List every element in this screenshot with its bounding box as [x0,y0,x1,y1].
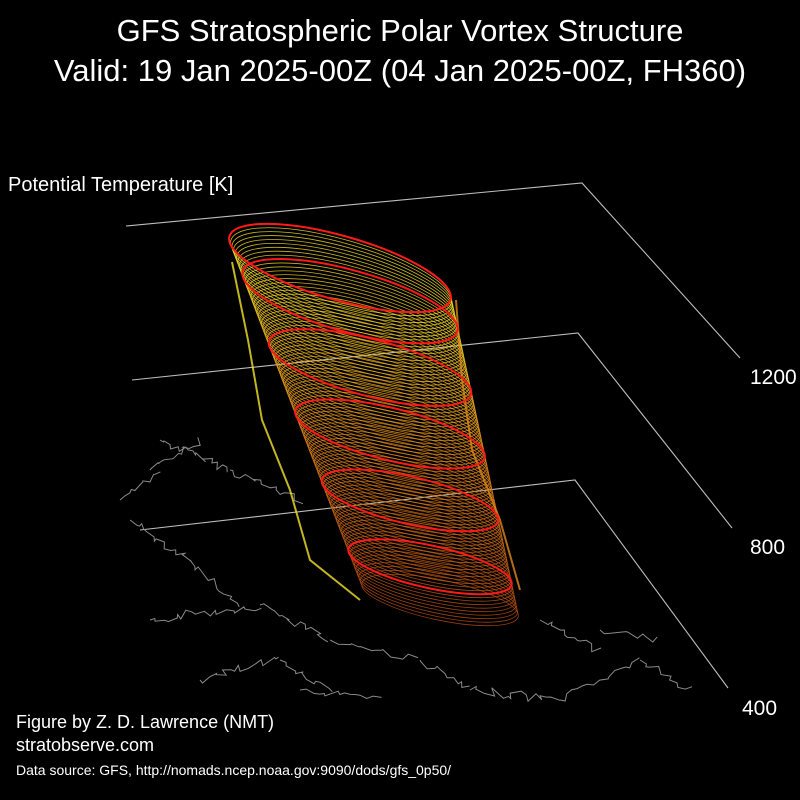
isosurface-contour [353,554,516,609]
coastline [539,619,602,653]
isosurface-contour [352,550,515,606]
isosurface-contour [231,231,453,320]
coastline [119,471,161,501]
coastline [149,437,201,471]
grid-line [131,332,733,529]
z-axis-label: Potential Temperature [K] [8,174,234,196]
isosurface-contour [252,285,464,369]
isosurface-contour [233,235,454,323]
z-tick-label: 400 [742,697,778,720]
isosurface-contour [274,344,475,421]
vortex-highlight-contours [228,222,513,596]
isosurface-contour [309,437,493,504]
chart-subtitle: Valid: 19 Jan 2025-00Z (04 Jan 2025-00Z,… [53,53,747,88]
coastline [129,519,192,563]
z-tick-label: 1200 [750,366,797,389]
coastline [419,659,470,688]
isosurface-contour [250,282,463,365]
coastline [229,469,304,505]
coastline [149,606,262,623]
highlight-contour [294,398,486,470]
isosurface-contour [258,301,467,382]
isosurface-contour [230,227,453,317]
coastline [599,629,658,643]
isosurface-contour [334,504,506,564]
isosurface-contour [269,332,473,410]
isosurface-contour [333,500,505,560]
isosurface-contour [308,434,492,501]
coastline [189,559,240,608]
isosurface-contour [336,507,507,567]
coastline [259,603,329,643]
isosurface-edge [455,299,521,591]
coastline [279,659,333,693]
vortex-isosurface [228,223,521,627]
highlight-contour [347,538,513,596]
coastline [159,439,228,473]
isosurface-contour [255,293,465,376]
isosurface-edge [231,261,361,601]
highlight-contour [320,468,500,533]
grid-line [125,182,741,359]
isosurface-contour [256,297,466,379]
isosurface-contour [249,278,462,362]
isosurface-contour [260,309,468,389]
coastline [559,657,640,702]
coastline [199,656,279,684]
z-tick-label: 800 [750,536,786,559]
isosurface-contour [327,484,502,546]
isosurface-contour [339,515,508,574]
isosurface-contour [322,472,500,536]
author-credit: Figure by Z. D. Lawrence (NMT) [16,712,275,732]
isosurface-contour [259,305,468,386]
coastline [299,688,382,700]
coastline-map [119,437,693,703]
grid-line [139,479,729,689]
highlight-contour [228,222,452,314]
website-credit: stratobserve.com [16,735,155,755]
coastline [469,685,561,703]
highlight-contour [241,258,459,345]
data-source-note: Data source: GFS, http://nomads.ncep.noa… [16,762,452,778]
coastline [639,659,693,690]
isosurface-contour [337,511,507,571]
isosurface-contour [253,289,465,372]
coastline [329,639,419,660]
chart-title: GFS Stratospheric Polar Vortex Structure [116,13,684,48]
